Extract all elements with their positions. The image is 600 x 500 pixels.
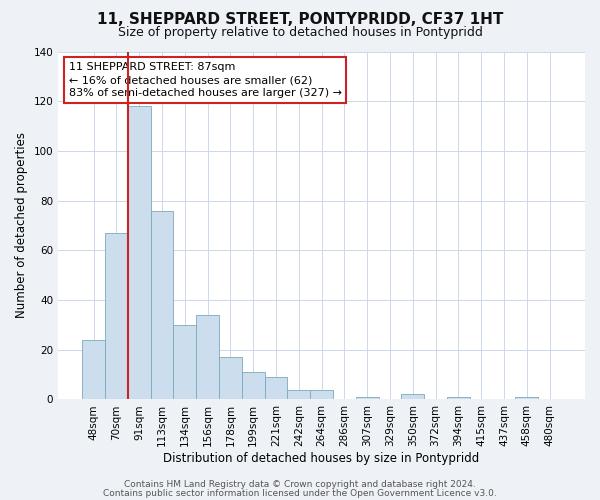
Y-axis label: Number of detached properties: Number of detached properties bbox=[15, 132, 28, 318]
Bar bbox=[310, 390, 333, 400]
Text: Contains HM Land Registry data © Crown copyright and database right 2024.: Contains HM Land Registry data © Crown c… bbox=[124, 480, 476, 489]
Bar bbox=[287, 390, 310, 400]
Text: Contains public sector information licensed under the Open Government Licence v3: Contains public sector information licen… bbox=[103, 490, 497, 498]
Text: Size of property relative to detached houses in Pontypridd: Size of property relative to detached ho… bbox=[118, 26, 482, 39]
X-axis label: Distribution of detached houses by size in Pontypridd: Distribution of detached houses by size … bbox=[163, 452, 480, 465]
Bar bbox=[82, 340, 105, 400]
Bar bbox=[265, 377, 287, 400]
Bar bbox=[515, 397, 538, 400]
Bar bbox=[219, 357, 242, 400]
Bar bbox=[242, 372, 265, 400]
Bar bbox=[401, 394, 424, 400]
Bar bbox=[447, 397, 470, 400]
Bar bbox=[356, 397, 379, 400]
Bar bbox=[173, 325, 196, 400]
Text: 11, SHEPPARD STREET, PONTYPRIDD, CF37 1HT: 11, SHEPPARD STREET, PONTYPRIDD, CF37 1H… bbox=[97, 12, 503, 28]
Bar bbox=[151, 210, 173, 400]
Bar bbox=[105, 233, 128, 400]
Bar bbox=[196, 315, 219, 400]
Text: 11 SHEPPARD STREET: 87sqm
← 16% of detached houses are smaller (62)
83% of semi-: 11 SHEPPARD STREET: 87sqm ← 16% of detac… bbox=[69, 62, 342, 98]
Bar bbox=[128, 106, 151, 400]
